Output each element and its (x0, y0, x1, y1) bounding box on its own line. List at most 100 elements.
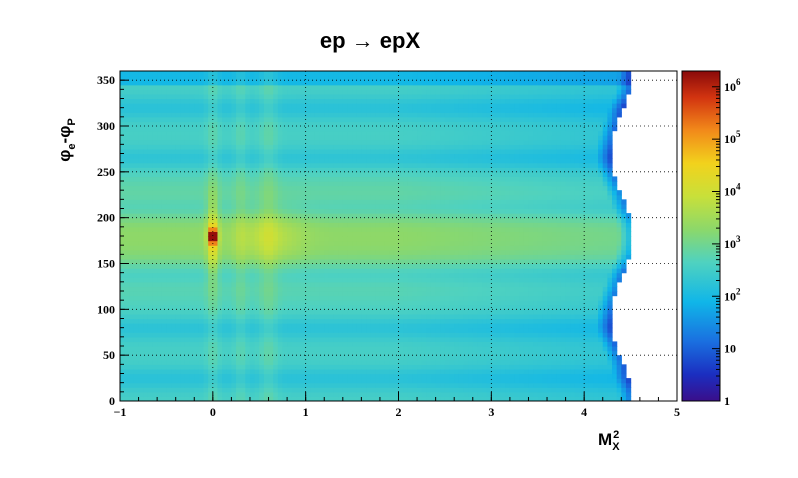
heatmap-cell (426, 93, 432, 100)
heatmap-cell (352, 295, 358, 301)
heatmap-cell (379, 277, 386, 283)
heatmap-cell (124, 171, 130, 178)
heatmap-cell (198, 144, 205, 150)
heatmap-cell (375, 112, 381, 118)
heatmap-cell (245, 350, 251, 356)
heatmap-cell (254, 341, 260, 347)
heatmap-cell (287, 93, 293, 100)
heatmap-cell (301, 387, 307, 393)
heatmap-cell (203, 272, 209, 278)
heatmap-cell (342, 213, 349, 219)
heatmap-cell (231, 378, 237, 384)
heatmap-cell (426, 291, 432, 297)
heatmap-cell (417, 158, 423, 164)
heatmap-cell (366, 318, 372, 324)
heatmap-cell (435, 135, 441, 141)
heatmap-cell (273, 236, 279, 242)
heatmap-cell (356, 80, 362, 86)
heatmap-cell (375, 153, 381, 159)
heatmap-cell (287, 84, 293, 90)
heatmap-cell (301, 112, 307, 118)
heatmap-cell (208, 139, 214, 145)
heatmap-cell (291, 240, 297, 246)
heatmap-cell (133, 80, 140, 86)
heatmap-cell (263, 304, 270, 310)
heatmap-cell (384, 93, 390, 100)
heatmap-cell (324, 368, 330, 375)
heatmap-cell (366, 254, 372, 260)
heatmap-cell (291, 236, 297, 242)
heatmap-cell (314, 226, 321, 233)
heatmap-cell (407, 263, 414, 269)
heatmap-cell (180, 162, 186, 168)
heatmap-cell (352, 387, 358, 393)
heatmap-cell (161, 98, 168, 104)
heatmap-cell (301, 75, 307, 81)
heatmap-cell (268, 295, 274, 301)
heatmap-cell (384, 153, 390, 159)
heatmap-cell (231, 277, 237, 283)
heatmap-cell (236, 199, 242, 205)
heatmap-cell (129, 71, 135, 77)
heatmap-cell (124, 359, 130, 365)
heatmap-cell (273, 71, 279, 77)
heatmap-cell (328, 171, 335, 178)
heatmap-cell (305, 185, 311, 191)
heatmap-cell (301, 103, 307, 109)
heatmap-cell (407, 194, 414, 200)
heatmap-cell (314, 341, 321, 347)
heatmap-cell (245, 190, 251, 196)
heatmap-cell (240, 222, 246, 228)
heatmap-cell (384, 167, 390, 173)
heatmap-cell (347, 126, 353, 132)
heatmap-cell (259, 93, 265, 100)
heatmap-cell (268, 236, 274, 242)
heatmap-cell (287, 98, 293, 104)
heatmap-cell (417, 327, 423, 333)
heatmap-cell (152, 162, 158, 168)
heatmap-cell (282, 291, 288, 297)
heatmap-cell (143, 327, 149, 333)
heatmap-cell (231, 148, 237, 155)
heatmap-cell (310, 295, 316, 301)
heatmap-cell (245, 318, 251, 324)
heatmap-cell (249, 396, 256, 401)
heatmap-cell (366, 144, 372, 150)
heatmap-cell (366, 199, 372, 205)
heatmap-cell (338, 373, 344, 379)
heatmap-cell (166, 148, 172, 155)
heatmap-cell (291, 323, 297, 329)
heatmap-cell (152, 103, 158, 109)
heatmap-cell (361, 359, 367, 365)
heatmap-cell (417, 185, 423, 191)
heatmap-cell (175, 378, 181, 384)
heatmap-cell (212, 249, 219, 255)
heatmap-cell (143, 336, 149, 343)
heatmap-cell (175, 277, 181, 283)
heatmap-cell (375, 103, 381, 109)
heatmap-cell (175, 213, 181, 219)
heatmap-cell (273, 158, 279, 164)
heatmap-cell (379, 368, 386, 375)
heatmap-cell (171, 272, 177, 278)
heatmap-cell (393, 176, 400, 182)
heatmap-cell (361, 135, 367, 141)
heatmap-cell (301, 144, 307, 150)
heatmap-cell (161, 332, 168, 338)
heatmap-cell (120, 213, 126, 219)
heatmap-cell (384, 387, 390, 393)
heatmap-cell (393, 373, 400, 379)
heatmap-cell (282, 162, 288, 168)
heatmap-cell (398, 98, 404, 104)
heatmap-cell (231, 231, 237, 237)
heatmap-cell (245, 116, 251, 123)
heatmap-cell (124, 158, 130, 164)
heatmap-cell (342, 263, 349, 269)
heatmap-cell (147, 75, 154, 81)
heatmap-cell (245, 226, 251, 233)
heatmap-cell (282, 368, 288, 375)
heatmap-cell (310, 112, 316, 118)
heatmap-cell (403, 327, 409, 333)
heatmap-cell (268, 107, 274, 113)
heatmap-cell (366, 162, 372, 168)
